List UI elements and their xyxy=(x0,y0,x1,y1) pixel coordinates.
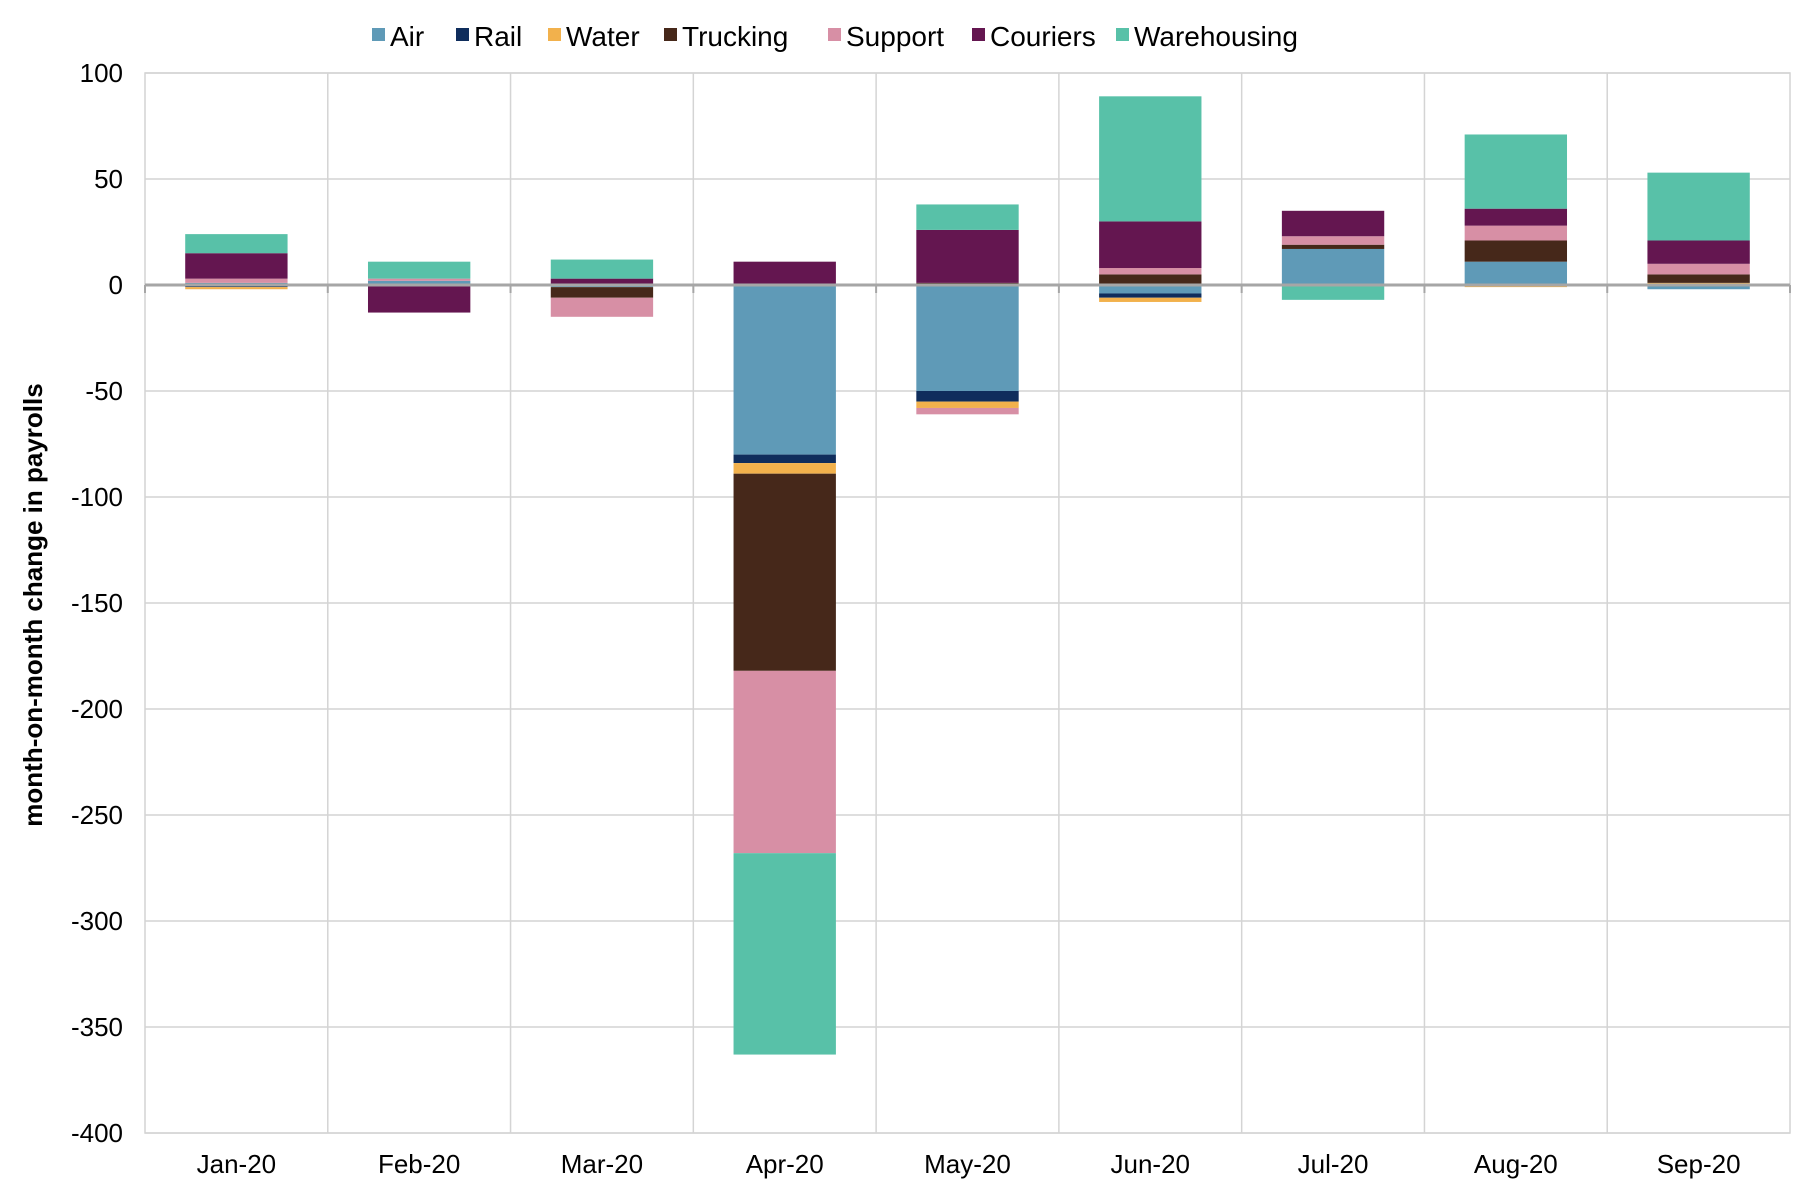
bar-segment-couriers xyxy=(1647,240,1750,264)
bar-segment-support xyxy=(185,278,288,283)
bar-segment-trucking xyxy=(550,287,654,298)
bar-segment-warehousing xyxy=(367,261,471,279)
bar-segment-air xyxy=(1281,248,1385,285)
legend-label-rail: Rail xyxy=(474,21,522,52)
bar-segment-support xyxy=(367,278,471,281)
bar-segment-water xyxy=(733,463,836,474)
bar-segment-warehousing xyxy=(1647,172,1750,241)
y-tick-label: -150 xyxy=(71,588,123,618)
legend-label-water: Water xyxy=(566,21,640,52)
bar-segment-air xyxy=(1647,285,1750,290)
bar-segment-trucking xyxy=(1281,244,1385,249)
legend-swatch-air xyxy=(372,28,385,41)
bar-marks xyxy=(185,96,1750,1055)
y-tick-label: -200 xyxy=(71,694,123,724)
y-tick-label: 0 xyxy=(109,270,123,300)
bar-segment-support xyxy=(1647,263,1750,275)
bar-segment-couriers xyxy=(185,253,288,279)
bar-segment-support xyxy=(1464,225,1568,241)
bar-segment-air xyxy=(1464,261,1568,285)
x-tick-label: Feb-20 xyxy=(378,1149,460,1179)
bar-segment-water xyxy=(1099,297,1202,302)
bar-segment-water xyxy=(916,401,1019,408)
bar-segment-warehousing xyxy=(1464,134,1568,209)
y-tick-label: -250 xyxy=(71,800,123,830)
bar-segment-air xyxy=(1099,285,1202,294)
bar-segment-warehousing xyxy=(1099,96,1202,222)
y-tick-label: 50 xyxy=(94,164,123,194)
bar-segment-couriers xyxy=(916,229,1019,283)
bar-segment-trucking xyxy=(733,473,836,671)
bar-segment-support xyxy=(733,670,836,854)
legend-label-air: Air xyxy=(390,21,424,52)
bar-segment-water xyxy=(185,287,288,290)
bar-segment-rail xyxy=(733,454,836,464)
bar-segment-support xyxy=(916,407,1019,415)
y-tick-label: -400 xyxy=(71,1118,123,1148)
bar-segment-air xyxy=(733,285,836,455)
x-tick-label: Jun-20 xyxy=(1111,1149,1191,1179)
x-tick-label: Apr-20 xyxy=(746,1149,824,1179)
x-tick-label: Jul-20 xyxy=(1298,1149,1369,1179)
bar-segment-warehousing xyxy=(550,259,654,279)
axes: 100 50 0 -50 -100 -150 -200 -250 -300 -350 -400 Jan… xyxy=(71,58,1791,1179)
x-tick-label: Jan-20 xyxy=(197,1149,277,1179)
x-tick-label: Sep-20 xyxy=(1657,1149,1741,1179)
legend-swatch-trucking xyxy=(664,28,677,41)
bar-segment-rail xyxy=(1099,293,1202,298)
legend-swatch-support xyxy=(828,28,841,41)
legend-label-trucking: Trucking xyxy=(682,21,788,52)
legend-label-warehousing: Warehousing xyxy=(1134,21,1298,52)
bar-segment-couriers xyxy=(1281,210,1385,237)
bar-segment-rail xyxy=(916,391,1019,402)
bar-segment-warehousing xyxy=(733,853,836,1055)
x-tick-label: Mar-20 xyxy=(561,1149,643,1179)
bar-segment-trucking xyxy=(1099,274,1202,285)
legend-swatch-couriers xyxy=(972,28,985,41)
bar-segment-warehousing xyxy=(185,234,288,254)
bar-segment-couriers xyxy=(1099,221,1202,269)
legend-swatch-water xyxy=(548,28,561,41)
bar-segment-warehousing xyxy=(916,204,1019,230)
y-tick-label: -50 xyxy=(85,376,123,406)
bar-segment-support xyxy=(1099,268,1202,275)
y-tick-label: 100 xyxy=(80,58,123,88)
bar-segment-trucking xyxy=(1464,240,1568,262)
y-tick-label: -300 xyxy=(71,906,123,936)
legend: Air Rail Water Trucking Support Couriers Wareh… xyxy=(372,21,1298,52)
bar-segment-support xyxy=(1281,236,1385,245)
bar-segment-warehousing xyxy=(1281,285,1385,300)
bar-segment-couriers xyxy=(1464,208,1568,226)
grid-lines xyxy=(144,72,1791,1134)
bar-segment-air xyxy=(916,285,1019,391)
bar-segment-couriers xyxy=(733,261,836,285)
bar-segment-couriers xyxy=(367,285,471,313)
y-tick-label: -350 xyxy=(71,1012,123,1042)
legend-swatch-warehousing xyxy=(1116,28,1129,41)
legend-label-couriers: Couriers xyxy=(990,21,1096,52)
bar-segment-trucking xyxy=(1647,274,1750,283)
legend-swatch-rail xyxy=(456,28,469,41)
bar-segment-couriers xyxy=(550,278,654,285)
legend-label-support: Support xyxy=(846,21,944,52)
bar-segment-support xyxy=(550,297,654,317)
y-tick-label: -100 xyxy=(71,482,123,512)
x-tick-label: May-20 xyxy=(924,1149,1011,1179)
x-tick-label: Aug-20 xyxy=(1474,1149,1558,1179)
y-axis-title: month-on-month change in payrolls xyxy=(18,383,48,826)
bar-segment-air xyxy=(367,280,471,285)
